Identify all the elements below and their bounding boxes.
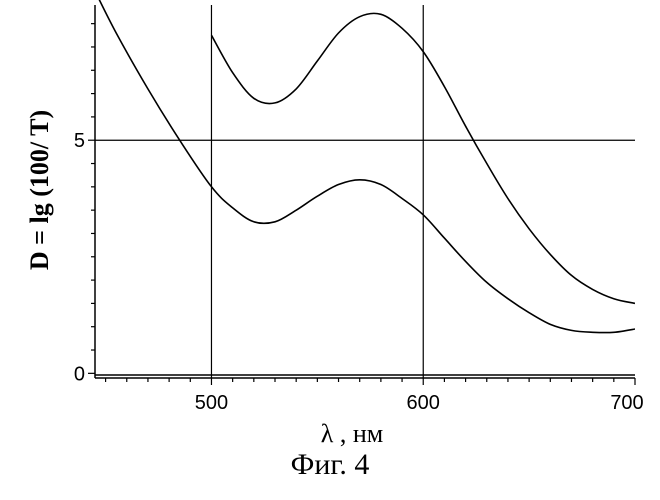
axes (88, 5, 635, 385)
y-tick-label-0: 0 (74, 363, 85, 385)
series-line-1 (95, 0, 635, 333)
x-tick-label-500: 500 (195, 392, 228, 414)
grid-lines (95, 5, 635, 378)
x-tick-label-700: 700 (610, 392, 643, 414)
x-axis-label: λ , нм (321, 419, 383, 448)
y-tick-label-5: 5 (74, 130, 85, 152)
figure-caption: Фиг. 4 (0, 448, 660, 482)
y-axis-label: D = lg (100/ T) (25, 110, 54, 270)
tick-labels: 500 600 700 0 5 (74, 130, 644, 414)
x-tick-label-600: 600 (407, 392, 440, 414)
data-series (95, 0, 635, 333)
